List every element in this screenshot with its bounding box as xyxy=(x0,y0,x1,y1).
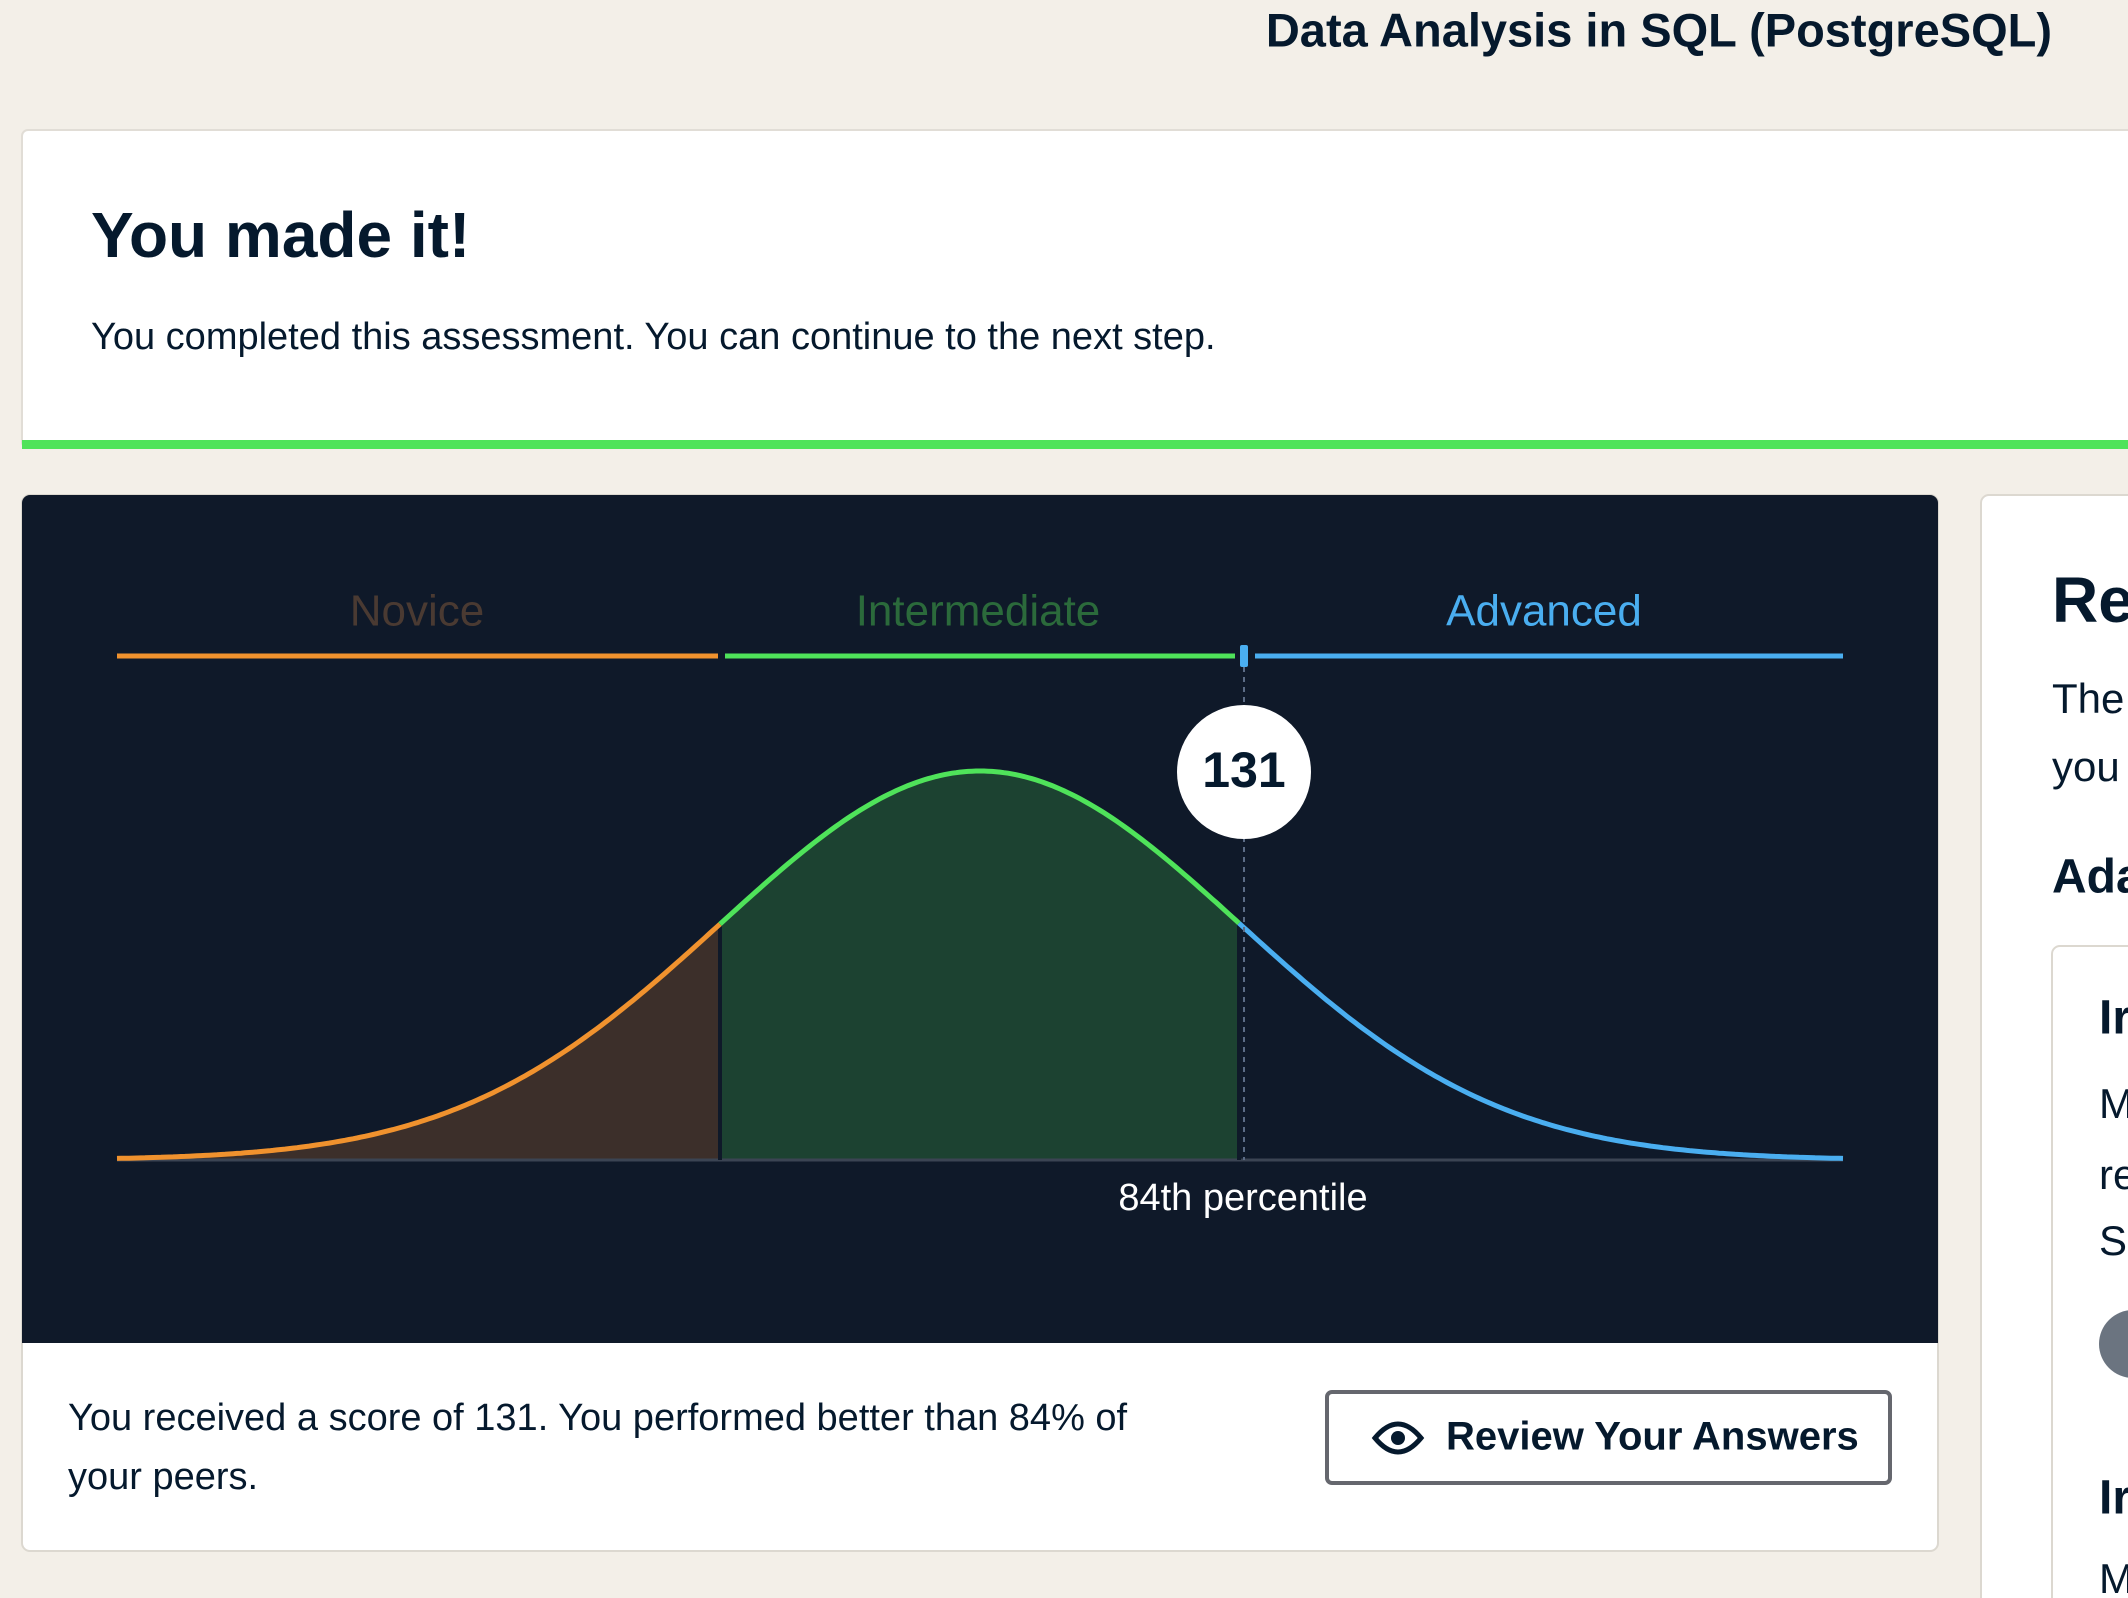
card-text: re xyxy=(2099,1151,2128,1198)
advanced-curve xyxy=(1237,921,1844,1161)
curve-area xyxy=(117,924,720,1160)
side-subtitle: Ada xyxy=(2052,851,2128,904)
avatar xyxy=(2099,1310,2128,1378)
eye-pupil xyxy=(1391,1431,1405,1445)
novice-curve xyxy=(116,922,722,1161)
score-marker xyxy=(1240,645,1248,667)
banner-text: You completed this assessment. You can c… xyxy=(91,316,1216,358)
review-button[interactable]: Review Your Answers xyxy=(1325,1390,1892,1485)
distribution-chart: Novice Intermediate Advanced 131 xyxy=(116,587,1844,1162)
card-title: Ir xyxy=(2099,1472,2128,1525)
summary-text: You received a score of 131. You perform… xyxy=(68,1397,1128,1439)
level-label: Intermediate xyxy=(856,587,1101,636)
curve-area xyxy=(720,771,1239,1160)
button-label[interactable]: Review Your Answers xyxy=(1446,1415,1859,1459)
eye-icon xyxy=(1371,1421,1425,1455)
side-text: The xyxy=(2052,675,2124,722)
card-text: M xyxy=(2099,1555,2128,1598)
summary-text: your peers. xyxy=(68,1456,258,1498)
banner-title: You made it! xyxy=(91,199,470,271)
score-value: 131 xyxy=(1202,742,1285,798)
progress-bar xyxy=(22,440,2128,449)
intermediate-curve xyxy=(718,768,1241,926)
level-label: Advanced xyxy=(1446,587,1642,636)
side-title: Re xyxy=(2052,564,2128,636)
level-label: Novice xyxy=(350,587,485,636)
card-title: Ir xyxy=(2099,992,2128,1045)
card-text: Sc xyxy=(2099,1217,2128,1264)
button-frame[interactable] xyxy=(1325,1390,1892,1485)
percentile-label: 84th percentile xyxy=(1118,1177,1367,1219)
recommendation-card xyxy=(2051,945,2128,1598)
score-badge xyxy=(1177,705,1311,839)
side-text: you xyxy=(2052,743,2120,790)
banner-card xyxy=(21,129,2128,449)
course-title: Data Analysis in SQL (PostgreSQL) xyxy=(1266,3,2052,56)
card-text: M xyxy=(2099,1080,2128,1127)
